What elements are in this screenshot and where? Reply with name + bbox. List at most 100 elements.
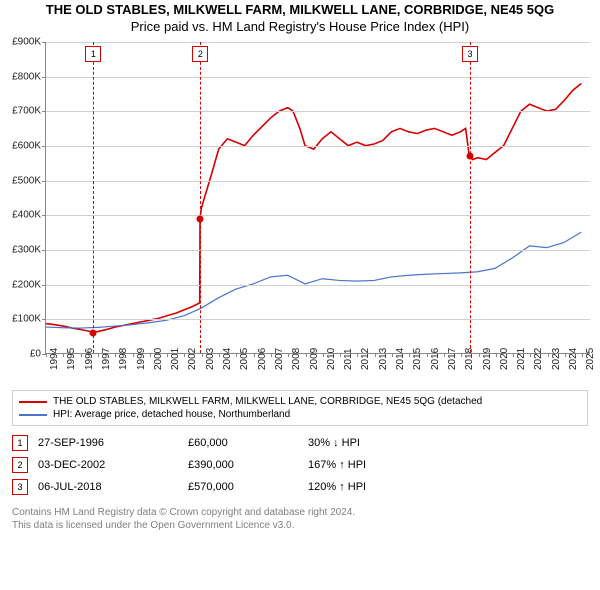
event-marker-box: 2 [12, 457, 28, 473]
xlabel: 2023 [551, 348, 562, 370]
ylabel: £200K [1, 279, 41, 290]
xtick [375, 353, 376, 357]
event-date: 27-SEP-1996 [38, 437, 178, 449]
xlabel: 2024 [568, 348, 579, 370]
event-date: 06-JUL-2018 [38, 481, 178, 493]
xtick [219, 353, 220, 357]
xlabel: 2007 [274, 348, 285, 370]
xlabel: 1994 [49, 348, 60, 370]
ytick [42, 319, 46, 320]
marker-dot [90, 330, 97, 337]
legend-label: HPI: Average price, detached house, Nort… [53, 409, 290, 420]
xtick [98, 353, 99, 357]
marker-box: 3 [462, 46, 478, 62]
plot-area: £0£100K£200K£300K£400K£500K£600K£700K£80… [45, 42, 590, 382]
xlabel: 2011 [343, 348, 354, 370]
gridline [46, 77, 590, 78]
event-row: 127-SEP-1996£60,00030% ↓ HPI [12, 432, 588, 454]
footer-line2: This data is licensed under the Open Gov… [12, 519, 588, 532]
marker-dot [467, 153, 474, 160]
xtick [115, 353, 116, 357]
xtick [323, 353, 324, 357]
ytick [42, 181, 46, 182]
xlabel: 2009 [309, 348, 320, 370]
chart-svg [46, 42, 590, 353]
legend-row: THE OLD STABLES, MILKWELL FARM, MILKWELL… [19, 395, 581, 408]
xlabel: 2016 [430, 348, 441, 370]
xtick [63, 353, 64, 357]
xlabel: 2005 [239, 348, 250, 370]
xtick [306, 353, 307, 357]
xlabel: 2017 [447, 348, 458, 370]
ylabel: £700K [1, 106, 41, 117]
chart-titles: THE OLD STABLES, MILKWELL FARM, MILKWELL… [0, 0, 600, 34]
footer-attribution: Contains HM Land Registry data © Crown c… [12, 506, 588, 532]
chart-subtitle: Price paid vs. HM Land Registry's House … [0, 19, 600, 34]
xlabel: 2022 [533, 348, 544, 370]
marker-line [200, 42, 201, 353]
marker-line [93, 42, 94, 353]
event-row: 203-DEC-2002£390,000167% ↑ HPI [12, 454, 588, 476]
xtick [202, 353, 203, 357]
chart-container: THE OLD STABLES, MILKWELL FARM, MILKWELL… [0, 0, 600, 532]
xlabel: 2001 [170, 348, 181, 370]
ylabel: £800K [1, 71, 41, 82]
ytick [42, 215, 46, 216]
xlabel: 2008 [291, 348, 302, 370]
xtick [548, 353, 549, 357]
legend-label: THE OLD STABLES, MILKWELL FARM, MILKWELL… [53, 396, 482, 407]
legend-row: HPI: Average price, detached house, Nort… [19, 408, 581, 421]
ylabel: £500K [1, 175, 41, 186]
xlabel: 2012 [360, 348, 371, 370]
xtick [271, 353, 272, 357]
xlabel: 2000 [153, 348, 164, 370]
xlabel: 2025 [585, 348, 596, 370]
xlabel: 1999 [136, 348, 147, 370]
footer-line1: Contains HM Land Registry data © Crown c… [12, 506, 588, 519]
xtick [582, 353, 583, 357]
xlabel: 2002 [187, 348, 198, 370]
legend: THE OLD STABLES, MILKWELL FARM, MILKWELL… [12, 390, 588, 426]
xlabel: 2010 [326, 348, 337, 370]
xlabel: 2006 [257, 348, 268, 370]
xlabel: 2015 [412, 348, 423, 370]
gridline [46, 250, 590, 251]
gridline [46, 319, 590, 320]
legend-swatch [19, 414, 47, 416]
xlabel: 2020 [499, 348, 510, 370]
ytick [42, 250, 46, 251]
xlabel: 2014 [395, 348, 406, 370]
ytick [42, 285, 46, 286]
series-property [46, 83, 581, 332]
xtick [167, 353, 168, 357]
xtick [461, 353, 462, 357]
ytick [42, 111, 46, 112]
xlabel: 1997 [101, 348, 112, 370]
xtick [340, 353, 341, 357]
legend-swatch [19, 401, 47, 403]
ytick [42, 77, 46, 78]
ytick [42, 146, 46, 147]
xlabel: 2003 [205, 348, 216, 370]
ylabel: £900K [1, 37, 41, 48]
xtick [133, 353, 134, 357]
gridline [46, 111, 590, 112]
event-marker-box: 3 [12, 479, 28, 495]
ylabel: £300K [1, 245, 41, 256]
ylabel: £600K [1, 141, 41, 152]
xtick [444, 353, 445, 357]
event-price: £390,000 [188, 459, 298, 471]
xtick [479, 353, 480, 357]
event-price: £60,000 [188, 437, 298, 449]
gridline [46, 215, 590, 216]
series-hpi [46, 232, 581, 328]
ytick [42, 42, 46, 43]
xtick [236, 353, 237, 357]
gridline [46, 42, 590, 43]
event-row: 306-JUL-2018£570,000120% ↑ HPI [12, 476, 588, 498]
xlabel: 1995 [66, 348, 77, 370]
marker-dot [197, 215, 204, 222]
event-marker-box: 1 [12, 435, 28, 451]
xlabel: 2013 [378, 348, 389, 370]
xtick [288, 353, 289, 357]
